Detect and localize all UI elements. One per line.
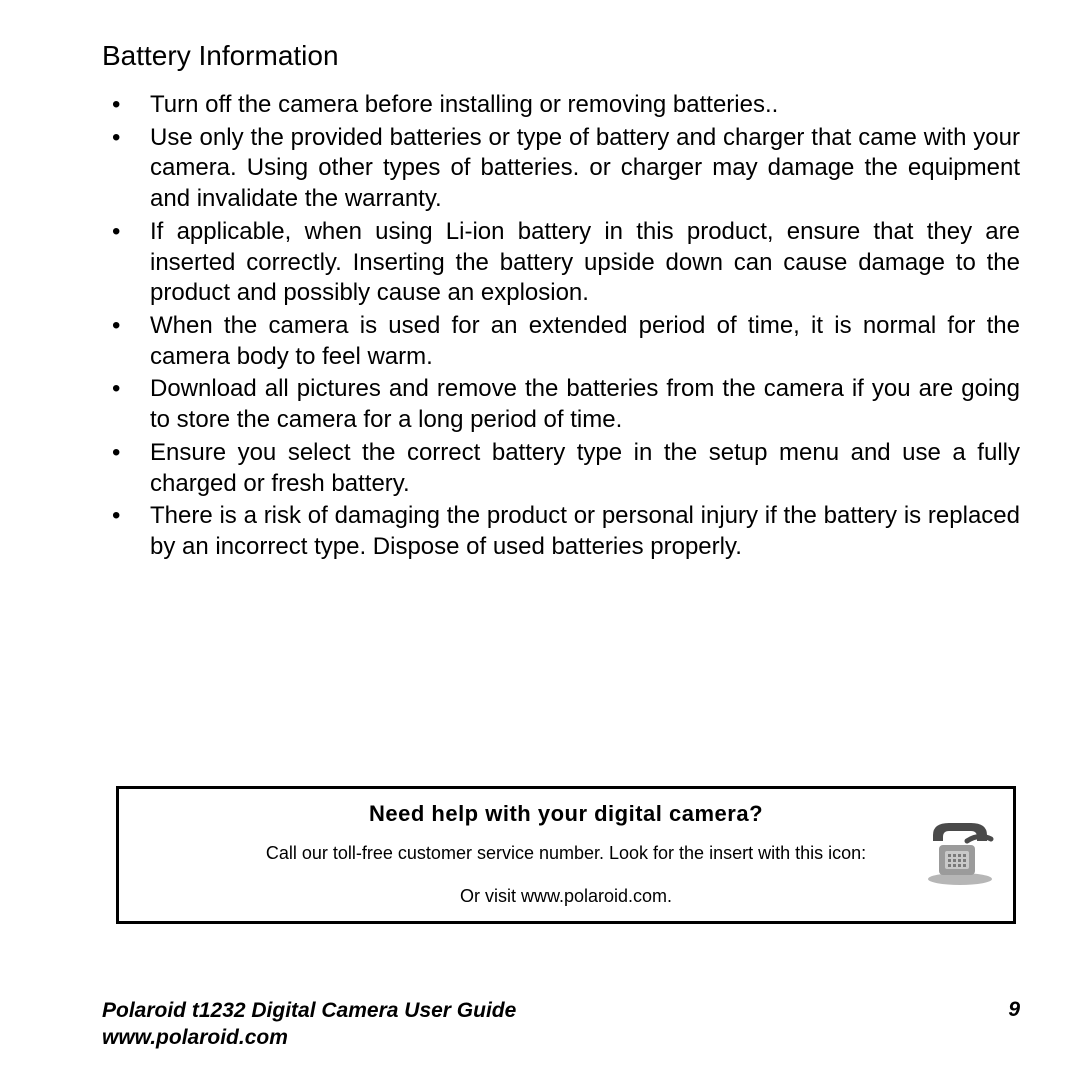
section-heading: Battery Information bbox=[60, 40, 1020, 72]
list-item: There is a risk of damaging the product … bbox=[102, 501, 1020, 562]
phone-icon bbox=[921, 817, 999, 887]
footer-url: www.polaroid.com bbox=[102, 1025, 516, 1052]
list-item: If applicable, when using Li-ion battery… bbox=[102, 217, 1020, 309]
list-item: Turn off the camera before installing or… bbox=[102, 90, 1020, 121]
help-text-line: Call our toll-free customer service numb… bbox=[137, 843, 995, 864]
list-item: Ensure you select the correct battery ty… bbox=[102, 438, 1020, 499]
footer-guide-info: Polaroid t1232 Digital Camera User Guide… bbox=[102, 998, 516, 1052]
bullet-list: Turn off the camera before installing or… bbox=[60, 90, 1020, 563]
list-item: Use only the provided batteries or type … bbox=[102, 123, 1020, 215]
document-page: Battery Information Turn off the camera … bbox=[0, 0, 1080, 1080]
page-number: 9 bbox=[1008, 998, 1020, 1022]
list-item: Download all pictures and remove the bat… bbox=[102, 374, 1020, 435]
help-text-line: Or visit www.polaroid.com. bbox=[137, 886, 995, 907]
list-item: When the camera is used for an extended … bbox=[102, 311, 1020, 372]
help-callout-box: Need help with your digital camera? Call… bbox=[116, 786, 1016, 924]
footer-guide-title: Polaroid t1232 Digital Camera User Guide bbox=[102, 998, 516, 1025]
help-title: Need help with your digital camera? bbox=[137, 801, 995, 827]
page-footer: Polaroid t1232 Digital Camera User Guide… bbox=[102, 998, 1020, 1052]
